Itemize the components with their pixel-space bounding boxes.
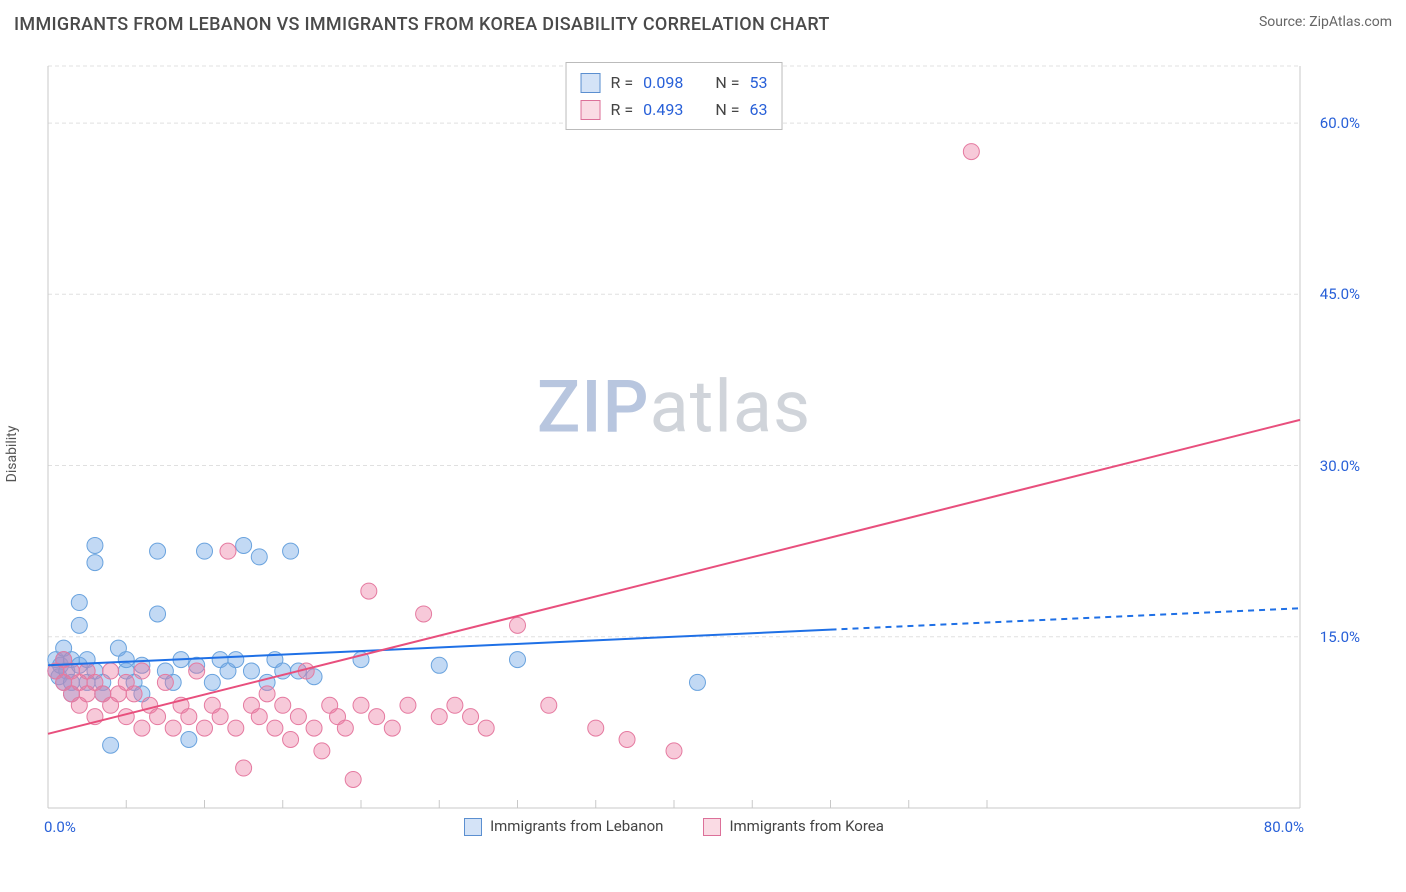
data-point bbox=[345, 771, 361, 787]
source-attribution: Source: ZipAtlas.com bbox=[1259, 14, 1392, 30]
chart-container: IMMIGRANTS FROM LEBANON VS IMMIGRANTS FR… bbox=[0, 0, 1406, 892]
data-point bbox=[369, 709, 385, 725]
data-point bbox=[243, 663, 259, 679]
data-point bbox=[118, 709, 134, 725]
data-point bbox=[510, 652, 526, 668]
data-point bbox=[361, 583, 377, 599]
data-point bbox=[87, 555, 103, 571]
corr-legend-row: R = 0.098 N = 53 bbox=[581, 69, 768, 96]
data-point bbox=[275, 697, 291, 713]
data-point bbox=[236, 537, 252, 553]
data-point bbox=[236, 760, 252, 776]
corr-r-label: R = bbox=[611, 69, 634, 96]
data-point bbox=[314, 743, 330, 759]
corr-n-label: N = bbox=[715, 69, 739, 96]
data-point bbox=[267, 720, 283, 736]
data-point bbox=[150, 709, 166, 725]
y-tick-label: 15.0% bbox=[1320, 628, 1360, 646]
data-point bbox=[87, 537, 103, 553]
data-point bbox=[541, 697, 557, 713]
y-tick-label: 30.0% bbox=[1320, 457, 1360, 475]
data-point bbox=[463, 709, 479, 725]
data-point bbox=[400, 697, 416, 713]
data-point bbox=[283, 543, 299, 559]
data-point bbox=[134, 720, 150, 736]
data-point bbox=[189, 663, 205, 679]
data-point bbox=[384, 720, 400, 736]
corr-n-label: N = bbox=[715, 96, 739, 123]
data-point bbox=[150, 543, 166, 559]
corr-r-label: R = bbox=[611, 96, 634, 123]
data-point bbox=[963, 144, 979, 160]
data-point bbox=[431, 657, 447, 673]
data-point bbox=[431, 709, 447, 725]
data-point bbox=[197, 720, 213, 736]
legend-item: Immigrants from Korea bbox=[703, 817, 883, 836]
data-point bbox=[71, 595, 87, 611]
data-point bbox=[588, 720, 604, 736]
y-tick-label: 45.0% bbox=[1320, 285, 1360, 303]
data-point bbox=[689, 674, 705, 690]
data-point bbox=[134, 663, 150, 679]
trend-line-dashed bbox=[831, 608, 1301, 629]
data-point bbox=[251, 709, 267, 725]
corr-n-value: 53 bbox=[749, 69, 767, 96]
legend-swatch bbox=[581, 73, 601, 93]
corr-r-value: 0.493 bbox=[643, 96, 683, 123]
x-axis-bottom: 0.0% Immigrants from LebanonImmigrants f… bbox=[44, 818, 1304, 836]
data-point bbox=[447, 697, 463, 713]
series-legend: Immigrants from Lebanon Immigrants from K… bbox=[44, 817, 1304, 836]
corr-n-value: 63 bbox=[749, 96, 767, 123]
corr-legend-row: R = 0.493 N = 63 bbox=[581, 96, 768, 123]
data-point bbox=[71, 617, 87, 633]
data-point bbox=[228, 720, 244, 736]
data-point bbox=[103, 663, 119, 679]
data-point bbox=[220, 543, 236, 559]
legend-label: Immigrants from Lebanon bbox=[490, 817, 663, 835]
y-tick-label: 60.0% bbox=[1320, 114, 1360, 132]
data-point bbox=[251, 549, 267, 565]
data-point bbox=[228, 652, 244, 668]
data-point bbox=[150, 606, 166, 622]
data-point bbox=[165, 720, 181, 736]
data-point bbox=[353, 697, 369, 713]
data-point bbox=[283, 732, 299, 748]
plot-area: ZIPatlas R =0.098N =53R =0.493N =63 15.0… bbox=[44, 62, 1304, 812]
corr-r-value: 0.098 bbox=[643, 69, 683, 96]
data-point bbox=[666, 743, 682, 759]
data-point bbox=[306, 720, 322, 736]
data-point bbox=[290, 709, 306, 725]
data-point bbox=[157, 674, 173, 690]
data-point bbox=[118, 652, 134, 668]
data-point bbox=[197, 543, 213, 559]
legend-item: Immigrants from Lebanon bbox=[464, 817, 663, 836]
scatter-plot-svg bbox=[44, 62, 1304, 812]
data-point bbox=[416, 606, 432, 622]
data-point bbox=[126, 686, 142, 702]
data-point bbox=[510, 617, 526, 633]
legend-swatch bbox=[703, 818, 721, 836]
trend-line bbox=[48, 420, 1300, 734]
legend-swatch bbox=[581, 100, 601, 120]
y-axis-label: Disability bbox=[4, 426, 20, 483]
data-point bbox=[181, 709, 197, 725]
data-point bbox=[478, 720, 494, 736]
data-point bbox=[103, 737, 119, 753]
chart-title: IMMIGRANTS FROM LEBANON VS IMMIGRANTS FR… bbox=[14, 14, 830, 35]
data-point bbox=[619, 732, 635, 748]
header: IMMIGRANTS FROM LEBANON VS IMMIGRANTS FR… bbox=[14, 14, 1392, 35]
correlation-legend: R = 0.098 N = 53 R = 0.493 N = 63 bbox=[566, 62, 783, 130]
data-point bbox=[337, 720, 353, 736]
data-point bbox=[212, 709, 228, 725]
legend-label: Immigrants from Korea bbox=[729, 817, 883, 835]
legend-swatch bbox=[464, 818, 482, 836]
data-point bbox=[181, 732, 197, 748]
data-point bbox=[204, 674, 220, 690]
data-point bbox=[259, 686, 275, 702]
